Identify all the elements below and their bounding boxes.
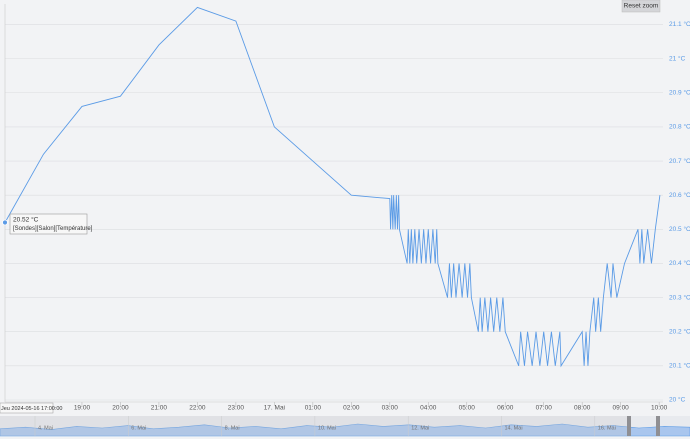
navigator-label: 10. Mai — [318, 425, 336, 431]
button-bg[interactable] — [621, 0, 661, 13]
y-tick-label: 20.2 °C — [669, 327, 690, 335]
navigator-label: 8. Mai — [225, 425, 240, 431]
y-tick-label: 20.7 °C — [669, 157, 690, 165]
navigator-label: 4. Mai — [38, 425, 53, 431]
y-tick-label: 20.6 °C — [669, 191, 690, 199]
x-tick-label: 07:00 — [536, 405, 553, 412]
y-tick-label: 20.9 °C — [669, 88, 690, 96]
navigator-label: 16. Mai — [598, 425, 616, 431]
y-tick-label: 20.5 °C — [669, 225, 690, 233]
navigator-label: 14. Mai — [505, 425, 523, 431]
tooltip-value: 20.52 °C — [13, 216, 39, 224]
date-label-box — [0, 402, 54, 414]
reset-button[interactable]: Reset zoom — [621, 0, 661, 13]
y-tick-label: 21 °C — [669, 54, 686, 62]
x-tick-label: 20:00 — [112, 405, 129, 412]
y-tick-label: 20.1 °C — [669, 362, 690, 370]
y-tick-label: 20.4 °C — [669, 259, 690, 267]
tooltip-series: [Sondes][Salon][Température] — [13, 226, 93, 232]
x-tick-label: 03:00 — [382, 405, 399, 412]
line — [4, 6, 661, 368]
button-label[interactable]: Reset zoom — [624, 3, 659, 10]
tooltip-box — [9, 213, 88, 235]
navigator-mask — [0, 416, 629, 436]
navigator-handle[interactable] — [627, 416, 631, 436]
y-tick-label: 20.3 °C — [669, 293, 690, 301]
x-tick-label: 21:00 — [151, 405, 168, 412]
y-tick-label: 20 °C — [669, 396, 686, 404]
x-tick-label: 10:00 — [651, 405, 668, 412]
x-tick-label: 17. Mai — [264, 405, 285, 412]
date-label: Jeu 2024-05-16 17:00:00 — [1, 406, 62, 412]
navigator-handle[interactable] — [656, 416, 660, 436]
x-tick-label: 23:00 — [228, 405, 245, 412]
x-tick-label: 02:00 — [343, 405, 360, 412]
x-tick-label: 09:00 — [613, 405, 630, 412]
x-tick-label: 05:00 — [459, 405, 476, 412]
y-tick-label: 21.1 °C — [669, 20, 690, 28]
x-tick-label: 19:00 — [74, 405, 91, 412]
y-tick-label: 20.8 °C — [669, 123, 690, 131]
x-tick-label: 08:00 — [574, 405, 591, 412]
navigator-label: 6. Mai — [131, 425, 146, 431]
navigator-area — [0, 423, 690, 437]
x-tick-label: 22:00 — [189, 405, 206, 412]
navigator-label: 12. Mai — [411, 425, 429, 431]
x-tick-label: 01:00 — [305, 405, 322, 412]
x-tick-label: 06:00 — [497, 405, 514, 412]
x-tick-label: 04:00 — [420, 405, 437, 412]
tooltip-marker — [2, 219, 8, 226]
